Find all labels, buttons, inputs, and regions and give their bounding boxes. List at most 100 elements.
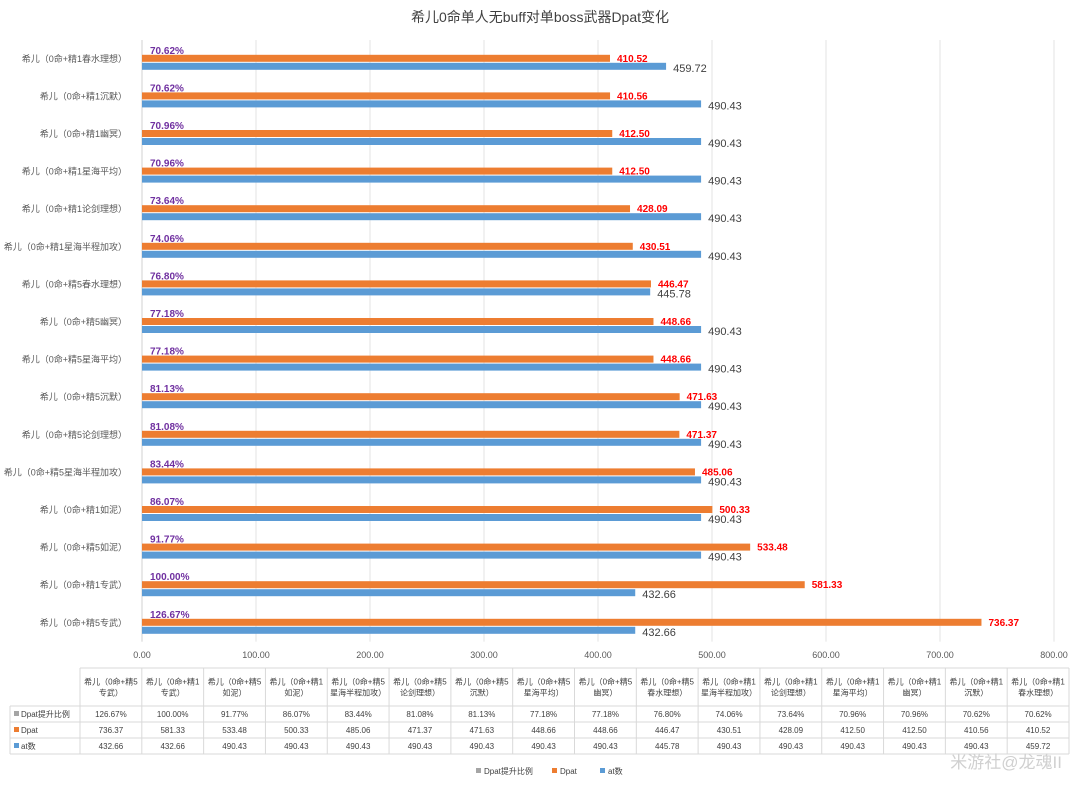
- table-cell: 428.09: [779, 726, 804, 735]
- table-cell: 70.62%: [963, 710, 990, 719]
- data-label-dpat: 428.09: [637, 204, 668, 215]
- table-header-cell: 希儿（0命+精1 沉默）: [949, 677, 1003, 698]
- data-label-at: 490.43: [708, 213, 742, 225]
- data-label-dpat: 430.51: [640, 242, 671, 253]
- category-label: 希儿（0命+精5星海平均）: [22, 354, 127, 365]
- table-row-legend-key: [14, 743, 19, 748]
- table-cell: 490.43: [779, 742, 804, 751]
- table-row-legend-key: [14, 711, 19, 716]
- legend-key: [600, 768, 605, 773]
- bar-at: [142, 213, 702, 221]
- data-label-dpat-ratio: 70.62%: [150, 83, 184, 94]
- data-label-at: 490.43: [708, 514, 742, 526]
- table-cell: 70.96%: [901, 710, 928, 719]
- x-tick-label: 0.00: [133, 650, 151, 660]
- data-label-dpat: 448.66: [660, 317, 691, 328]
- bar-at: [142, 62, 667, 70]
- table-cell: 81.13%: [468, 710, 495, 719]
- bars: 70.62% 410.52 459.72 70.62% 410.56 490.43 70.9…: [142, 46, 1019, 639]
- table-cell: 736.37: [99, 726, 124, 735]
- table-header-cell: 希儿（0命+精1 星海半程加攻）: [701, 677, 757, 698]
- table-cell: 581.33: [160, 726, 185, 735]
- data-label-at: 490.43: [708, 100, 742, 112]
- table-cell: 490.43: [593, 742, 618, 751]
- table-cell: 77.18%: [592, 710, 619, 719]
- category-label: 希儿（0命+精5幽冥）: [40, 316, 127, 327]
- table-cell: 490.43: [840, 742, 865, 751]
- table-cell: 446.47: [655, 726, 680, 735]
- bar-dpat: [142, 393, 680, 401]
- table-row-legend-key: [14, 727, 19, 732]
- table-header-cell: 希儿（0命+精5 论剑理想）: [393, 677, 447, 698]
- table-header-cell: 希儿（0命+精5 星海半程加攻）: [330, 677, 386, 698]
- table-cell: 410.52: [1026, 726, 1051, 735]
- table-cell: 412.50: [840, 726, 865, 735]
- table-cell: 126.67%: [95, 710, 127, 719]
- bar-dpat: [142, 543, 751, 551]
- bar-at: [142, 401, 702, 409]
- table-header-cell: 希儿（0命+精5 幽冥）: [579, 677, 633, 698]
- data-label-dpat-ratio: 77.18%: [150, 347, 184, 358]
- bar-dpat: [142, 355, 654, 363]
- bar-at: [142, 326, 702, 333]
- data-label-dpat-ratio: 100.00%: [150, 572, 190, 583]
- data-label-at: 490.43: [708, 326, 742, 338]
- data-label-at: 432.66: [642, 589, 676, 601]
- category-label: 希儿（0命+精5论剑理想）: [22, 429, 127, 440]
- data-label-dpat-ratio: 70.96%: [150, 159, 184, 170]
- category-label: 希儿（0命+精5星海半程加攻）: [4, 466, 127, 477]
- category-label: 希儿（0命+精1幽冥）: [40, 128, 127, 139]
- data-label-dpat: 412.50: [619, 167, 650, 178]
- table-cell: 490.43: [964, 742, 989, 751]
- table-cell: 410.56: [964, 726, 989, 735]
- legend-label: Dpat: [560, 767, 578, 776]
- table-row-label: at数: [21, 741, 36, 751]
- table-cell: 70.62%: [1025, 710, 1052, 719]
- bar-at: [142, 476, 702, 484]
- bar-dpat: [142, 92, 611, 100]
- data-label-at: 459.72: [673, 63, 707, 75]
- data-label-at: 490.43: [708, 439, 742, 451]
- data-label-dpat-ratio: 74.06%: [150, 234, 184, 245]
- bar-at: [142, 250, 702, 258]
- bar-at: [142, 175, 702, 183]
- table-header-cell: 希儿（0命+精1 如泥）: [270, 677, 324, 698]
- data-label-at: 490.43: [708, 401, 742, 413]
- table-cell: 412.50: [902, 726, 927, 735]
- data-label-dpat-ratio: 81.08%: [150, 422, 184, 433]
- table-header-cell: 希儿（0命+精5 沉默）: [455, 677, 509, 698]
- table-cell: 73.64%: [777, 710, 804, 719]
- data-label-dpat-ratio: 86.07%: [150, 497, 184, 508]
- data-label-dpat-ratio: 70.96%: [150, 121, 184, 132]
- bar-dpat: [142, 430, 680, 438]
- table-cell: 490.43: [346, 742, 371, 751]
- bar-dpat: [142, 468, 695, 476]
- bar-at: [142, 626, 636, 634]
- legend-key: [552, 768, 557, 773]
- x-tick-label: 800.00: [1040, 650, 1068, 660]
- data-label-dpat: 471.37: [686, 430, 717, 441]
- table-cell: 100.00%: [157, 710, 189, 719]
- category-label: 希儿（0命+精1如泥）: [40, 504, 127, 515]
- table-header-cell: 希儿（0命+精1 星海平均）: [826, 677, 880, 698]
- table-cell: 448.66: [593, 726, 618, 735]
- x-tick-label: 700.00: [926, 650, 954, 660]
- table-header-cell: 希儿（0命+精1 论剑理想）: [764, 677, 818, 698]
- bar-dpat: [142, 581, 805, 589]
- data-label-at: 490.43: [708, 476, 742, 488]
- table-cell: 77.18%: [530, 710, 557, 719]
- table-cell: 432.66: [160, 742, 185, 751]
- category-label: 希儿（0命+精5沉默）: [40, 391, 127, 402]
- bar-dpat: [142, 618, 982, 626]
- data-label-at: 432.66: [642, 627, 676, 639]
- table-header-cell: 希儿（0命+精1 专武）: [146, 677, 200, 698]
- data-label-dpat-ratio: 126.67%: [150, 610, 190, 621]
- table-header-cell: 希儿（0命+精1 春水理想）: [1011, 677, 1065, 698]
- data-label-dpat: 485.06: [702, 467, 733, 478]
- table-row-label: Dpat: [21, 726, 39, 735]
- data-label-dpat: 412.50: [619, 129, 650, 140]
- category-label: 希儿（0命+精1星海半程加攻）: [4, 241, 127, 252]
- table-cell: 471.37: [408, 726, 433, 735]
- x-tick-label: 300.00: [470, 650, 498, 660]
- table-cell: 91.77%: [221, 710, 248, 719]
